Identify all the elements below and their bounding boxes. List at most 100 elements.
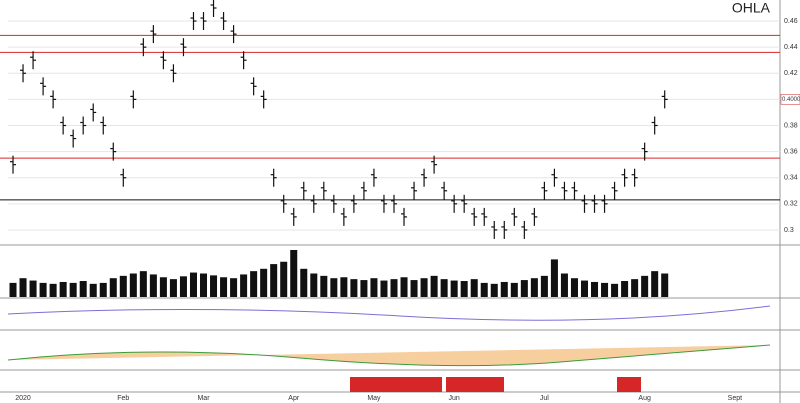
volume-bar xyxy=(601,282,609,297)
volume-bar xyxy=(89,283,97,297)
volume-bar xyxy=(540,275,548,297)
ohlc-bar xyxy=(501,220,508,239)
ohlc-bar xyxy=(421,168,428,187)
volume-bar xyxy=(29,280,37,297)
volume-bar xyxy=(591,281,599,297)
volume-bar xyxy=(390,279,398,297)
y-tick-label: 0.32 xyxy=(784,201,798,208)
ohlc-bar xyxy=(621,168,628,187)
volume-bar xyxy=(270,264,278,297)
ohlc-bar xyxy=(561,181,568,200)
chart-title: OHLA xyxy=(732,0,771,16)
volume-bar xyxy=(300,268,308,297)
ohlc-bar xyxy=(481,207,488,226)
ohlc-bar xyxy=(290,207,297,226)
x-tick-label: Apr xyxy=(288,395,300,402)
y-tick-label: 0.34 xyxy=(784,175,798,182)
volume-bar xyxy=(69,282,77,297)
x-tick-label: May xyxy=(367,395,381,402)
volume-bar xyxy=(199,273,208,297)
ohlc-bar xyxy=(631,168,638,187)
ohlc-bar xyxy=(70,129,77,148)
ohlc-bar xyxy=(210,0,217,17)
x-tick-label: Sept xyxy=(728,395,742,402)
y-tick-label: 0.46 xyxy=(784,18,798,25)
ohlc-bar xyxy=(50,90,57,109)
volume-bar xyxy=(380,280,388,297)
ohlc-bar xyxy=(10,155,17,174)
ohlc-bar xyxy=(160,51,167,70)
ohlc-bar xyxy=(170,64,177,83)
y-tick-label: 0.42 xyxy=(784,70,798,77)
ohlc-bar xyxy=(541,181,548,200)
volume-bar xyxy=(230,278,238,297)
volume-bar xyxy=(550,259,558,297)
volume-bar xyxy=(420,278,428,297)
ohlc-bar xyxy=(140,38,147,57)
volume-bar xyxy=(49,283,57,297)
volume-bar xyxy=(159,277,167,297)
ohlc-bar xyxy=(230,25,237,44)
ohlc-bar xyxy=(471,207,478,226)
ohlc-bar xyxy=(40,77,47,96)
volume-bar xyxy=(320,275,328,297)
volume-bar xyxy=(240,274,248,297)
volume-bar xyxy=(500,281,508,297)
ohlc-bar xyxy=(411,181,418,200)
ohlc-bar xyxy=(581,194,588,213)
volume-bar xyxy=(641,275,649,297)
ohlc-bar xyxy=(120,168,127,187)
volume-bar xyxy=(470,279,478,297)
x-tick-label: Mar xyxy=(197,395,210,402)
volume-bar xyxy=(490,283,498,297)
ohlc-bar xyxy=(270,168,277,187)
volume-bar xyxy=(370,278,378,297)
ohlc-bar xyxy=(531,207,538,226)
ohlc-bar xyxy=(220,12,227,31)
volume-bar xyxy=(220,277,228,297)
ohlc-bar xyxy=(350,194,357,213)
ohlc-bar xyxy=(150,25,157,44)
indicator-decor xyxy=(7,305,771,392)
ohlc-bar xyxy=(330,194,337,213)
ohlc-bar xyxy=(391,194,397,213)
volume-bar xyxy=(510,282,518,297)
ohlc-bar xyxy=(491,220,498,239)
y-tick-label: 0.44 xyxy=(784,44,798,51)
volume-bar xyxy=(39,282,47,297)
ohlc-bar xyxy=(451,194,458,213)
volume-bar xyxy=(129,273,137,297)
y-tick-label: 0.36 xyxy=(784,148,798,155)
ohlc-bar xyxy=(370,168,377,187)
volume-bar xyxy=(530,278,538,297)
volume-bar xyxy=(350,279,358,297)
volume-bar xyxy=(580,280,589,297)
ohlc-bar xyxy=(511,207,518,226)
ohlc-bar xyxy=(431,155,438,174)
price-label-box xyxy=(780,94,800,105)
ohlc-bar xyxy=(190,12,197,31)
volume-bar xyxy=(450,280,458,297)
volume-bar xyxy=(480,282,488,297)
volume-bar xyxy=(139,271,147,297)
ohlc-bar xyxy=(571,181,578,200)
y-tick-label: 0.3 xyxy=(784,227,794,234)
ohlc-bar xyxy=(641,142,648,161)
ohlc-bar xyxy=(240,51,247,70)
volume-bar xyxy=(631,279,639,297)
volume-bar xyxy=(149,274,157,297)
volume-bar xyxy=(169,279,177,297)
volume-bar xyxy=(250,271,258,297)
volume-bar xyxy=(99,282,107,297)
x-tick-label: 2020 xyxy=(15,395,31,402)
volume-bar xyxy=(119,275,127,297)
x-tick-label: Jul xyxy=(540,395,549,402)
ohlc-bar xyxy=(320,181,327,200)
volume-bar xyxy=(570,278,578,297)
volume-bar xyxy=(330,278,338,297)
volume-bar xyxy=(79,281,87,297)
volume-bar xyxy=(430,275,438,297)
volume-bar xyxy=(310,273,318,297)
volume-bar xyxy=(611,283,619,297)
